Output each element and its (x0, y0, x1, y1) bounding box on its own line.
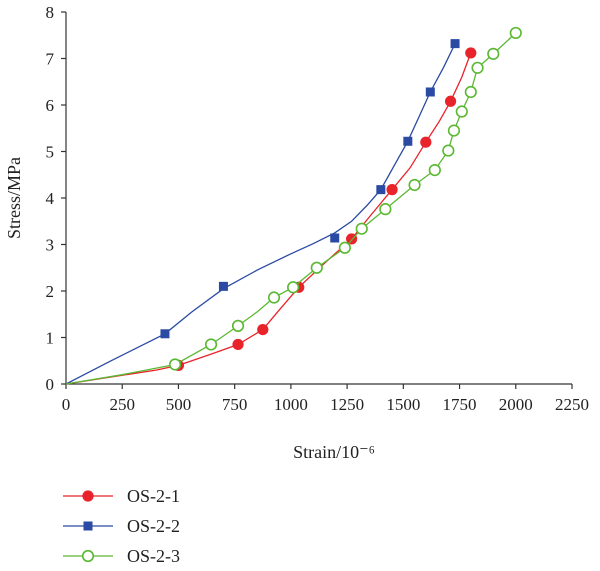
data-point (376, 185, 386, 195)
data-point (338, 241, 351, 254)
x-tick-label: 250 (109, 395, 135, 414)
y-tick-label: 0 (46, 375, 55, 394)
y-tick-label: 8 (46, 3, 55, 22)
data-point (450, 39, 460, 49)
series-os-2-1 (65, 47, 477, 385)
y-tick-label: 7 (46, 50, 55, 69)
data-point (257, 323, 269, 336)
x-tick-label: 750 (222, 395, 248, 414)
legend: OS-2-1 OS-2-2 OS-2-3 (63, 486, 180, 566)
y-tick-label: 6 (46, 96, 55, 115)
legend-label: OS-2-2 (127, 516, 180, 536)
data-point (310, 261, 323, 274)
x-tick-label: 0 (62, 395, 71, 414)
series-os-2-2 (65, 39, 460, 385)
data-point (487, 47, 500, 60)
legend-marker (83, 521, 93, 531)
data-point (232, 338, 244, 351)
data-point (231, 319, 245, 332)
y-tick-label: 1 (46, 329, 55, 348)
x-tick-label: 1750 (443, 395, 477, 414)
data-point (447, 124, 461, 137)
x-tick-label: 2250 (555, 395, 589, 414)
data-point (204, 338, 218, 351)
data-point (403, 136, 413, 146)
data-point (444, 95, 457, 107)
data-point (465, 47, 477, 59)
chart-axes (65, 12, 572, 385)
data-point (386, 184, 398, 196)
plot-area (65, 26, 522, 385)
data-point (355, 222, 368, 235)
y-axis-title: Stress/MPa (4, 157, 24, 239)
data-point (464, 85, 477, 99)
x-axis-ticks: 0 250 500 750 1000 1250 1500 1750 2000 2250 (62, 384, 589, 414)
data-point (442, 144, 455, 157)
x-tick-label: 2000 (499, 395, 533, 414)
data-point (408, 178, 421, 192)
series-os-2-3 (65, 26, 522, 385)
x-tick-label: 1000 (274, 395, 308, 414)
y-tick-label: 2 (46, 282, 55, 301)
legend-marker (82, 490, 94, 502)
series-line (65, 32, 517, 385)
data-point (218, 281, 228, 291)
data-point (455, 105, 468, 118)
series-line (65, 43, 456, 385)
series-line (65, 52, 472, 385)
legend-entry: OS-2-3 (63, 546, 180, 566)
y-axis-ticks: 0 1 2 3 4 5 6 7 8 (46, 3, 66, 394)
x-tick-label: 1500 (386, 395, 420, 414)
data-point (425, 87, 435, 97)
legend-entry: OS-2-1 (63, 486, 180, 506)
data-point (471, 61, 484, 74)
y-tick-label: 3 (46, 236, 55, 255)
data-point (330, 233, 340, 243)
data-point (168, 358, 182, 371)
y-tick-label: 4 (46, 189, 55, 208)
data-point (267, 291, 281, 304)
data-point (287, 281, 300, 294)
legend-label: OS-2-3 (127, 546, 180, 566)
x-tick-label: 1250 (330, 395, 364, 414)
data-point (379, 203, 392, 216)
data-point (509, 26, 522, 40)
x-tick-label: 500 (166, 395, 192, 414)
legend-entry: OS-2-2 (63, 516, 180, 536)
data-point (428, 164, 441, 177)
legend-label: OS-2-1 (127, 486, 180, 506)
data-point (420, 136, 432, 148)
legend-marker (81, 549, 95, 563)
data-point (160, 329, 170, 339)
y-tick-label: 5 (46, 143, 55, 162)
x-axis-title: Strain/10⁻⁶ (293, 442, 375, 462)
